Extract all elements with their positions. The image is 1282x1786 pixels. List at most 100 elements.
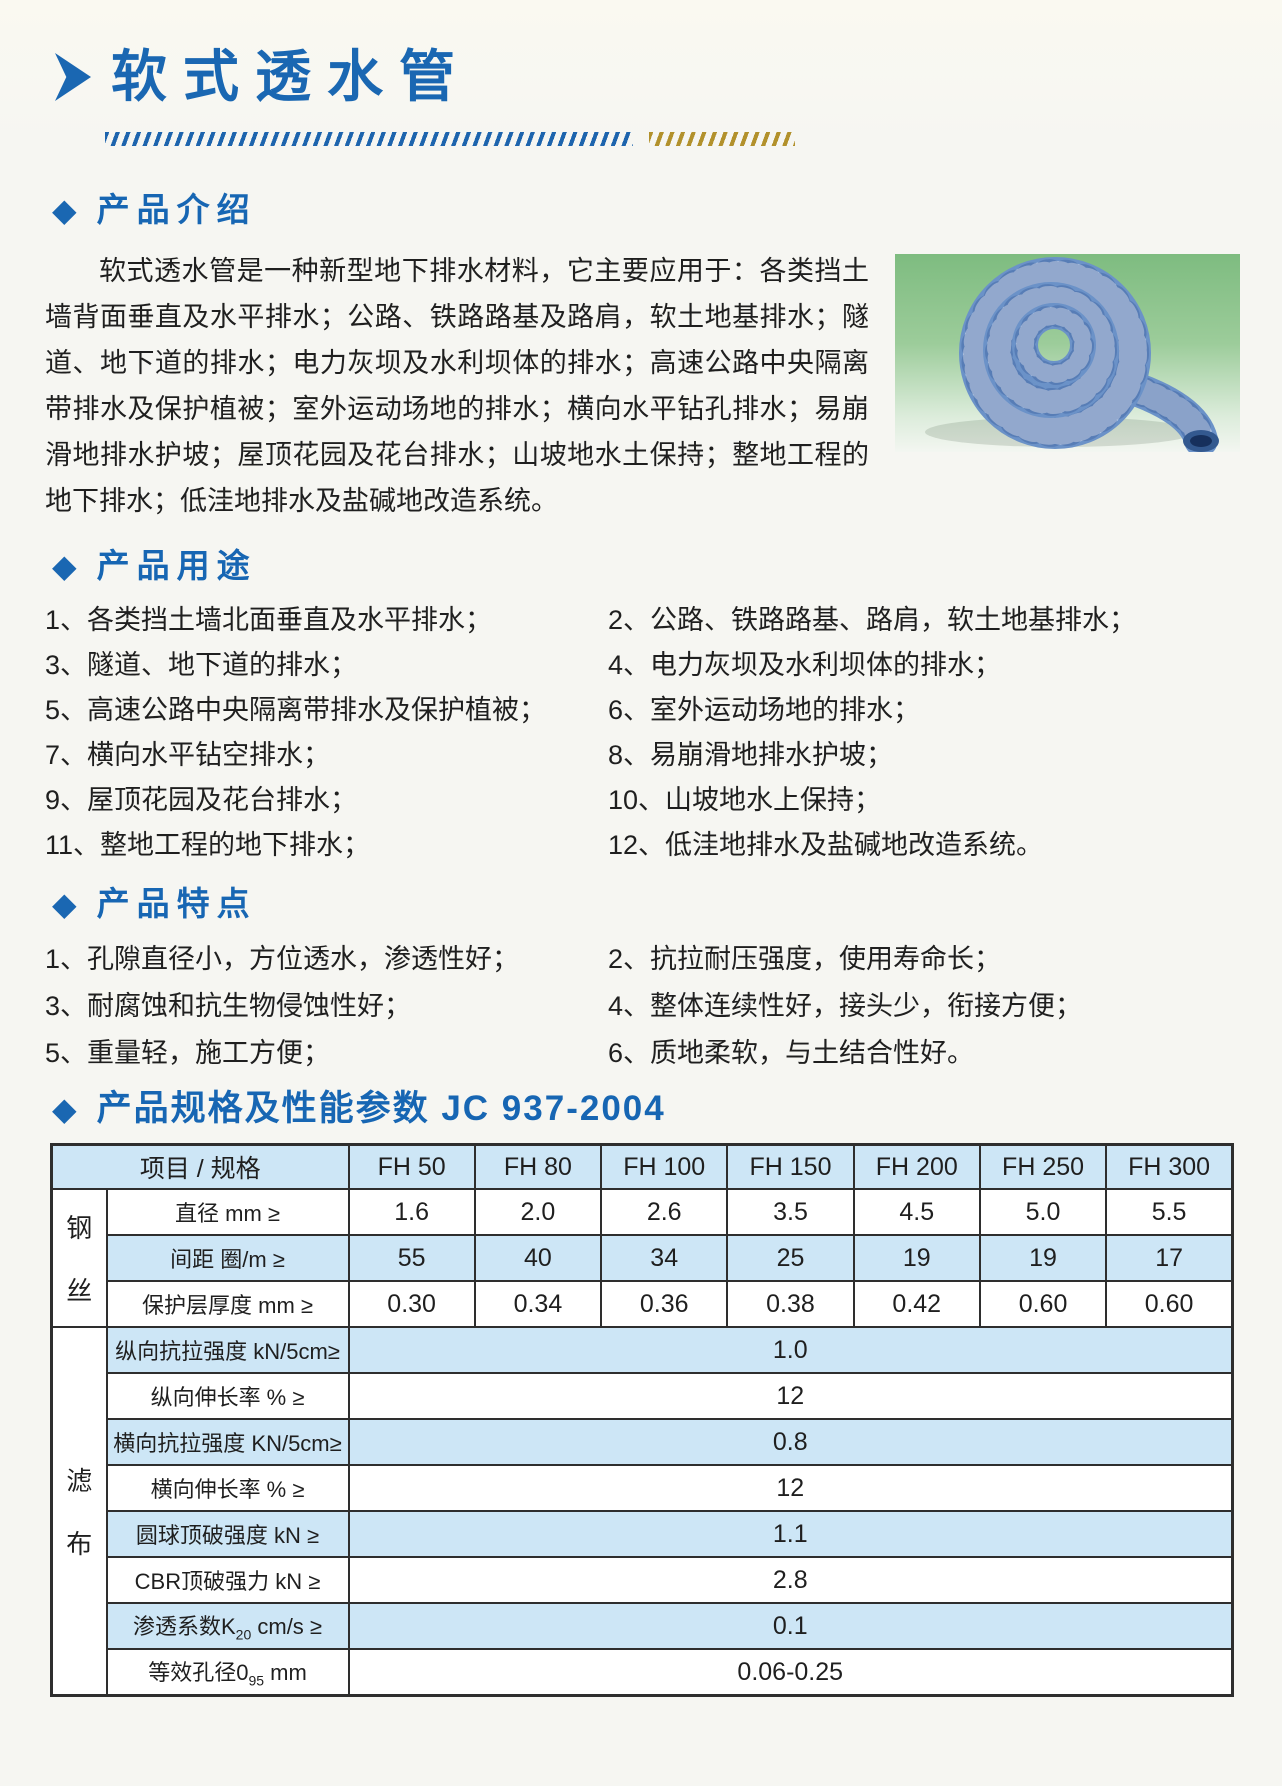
spec-col-header: FH 300 xyxy=(1105,1143,1234,1190)
divider-gold-hatch xyxy=(649,132,795,146)
specs-heading: 产品规格及性能参数 JC 937-2004 xyxy=(96,1089,666,1128)
use-item: 3、隧道、地下道的排水； xyxy=(45,650,358,680)
spec-value-cell: 0.38 xyxy=(726,1280,855,1328)
feature-item: 3、耐腐蚀和抗生物侵蚀性好； xyxy=(45,991,412,1021)
use-item: 4、电力灰坝及水利坝体的排水； xyxy=(608,650,1002,680)
page-header: 软式透水管 xyxy=(0,0,1282,108)
use-item: 12、低洼地排水及盐碱地改造系统。 xyxy=(608,830,1044,860)
spec-col-header: FH 200 xyxy=(852,1143,981,1190)
use-item: 8、易崩滑地排水护坡； xyxy=(608,740,894,770)
use-item: 2、公路、铁路路基、路肩，软土地基排水； xyxy=(608,605,1137,635)
spec-table: 项目 / 规格 FH 50 FH 80 FH 100 FH 150 FH 200 FH 25… xyxy=(50,1143,1234,1697)
spec-row: 横向伸长率 % ≥12 xyxy=(52,1464,1234,1512)
section-heading-intro: ◆ 产品介绍 xyxy=(52,190,1282,230)
spec-value-cell: 34 xyxy=(600,1234,729,1282)
spec-row: 纵向伸长率 % ≥12 xyxy=(52,1372,1234,1420)
spec-col-header: FH 150 xyxy=(726,1143,855,1190)
spec-value-cell: 55 xyxy=(347,1234,476,1282)
page-title: 软式透水管 xyxy=(111,45,471,108)
spec-span-value-cell: 1.1 xyxy=(347,1510,1234,1558)
uses-list: 1、各类挡土墙北面垂直及水平排水； 2、公路、铁路路基、路肩，软土地基排水； 3、隧… xyxy=(45,598,1282,868)
title-arrow-icon xyxy=(55,53,91,101)
spec-row-label: 等效孔径095 mm xyxy=(105,1648,350,1697)
spec-span-value-cell: 0.06-0.25 xyxy=(347,1648,1234,1697)
feature-item: 2、抗拉耐压强度，使用寿命长； xyxy=(608,944,1002,974)
feature-item: 4、整体连续性好，接头少，衔接方便； xyxy=(608,991,1083,1021)
intro-heading: 产品介绍 xyxy=(96,191,257,228)
spec-row-label: 横向伸长率 % ≥ xyxy=(105,1464,350,1512)
use-item: 5、高速公路中央隔离带排水及保护植被； xyxy=(45,695,547,725)
section-heading-specs: ◆ 产品规格及性能参数 JC 937-2004 xyxy=(52,1089,1282,1129)
spec-row-label: CBR顶破强力 kN ≥ xyxy=(105,1556,350,1604)
uses-heading: 产品用途 xyxy=(96,547,257,584)
spec-value-cell: 0.34 xyxy=(473,1280,603,1328)
spec-value-cell: 2.0 xyxy=(473,1188,603,1236)
spec-row: 钢丝直径 mm ≥1.6 2.0 2.6 3.5 4.5 5.0 5.5 xyxy=(50,1188,1234,1328)
spec-value-cell: 19 xyxy=(852,1234,981,1282)
spec-value-cell: 1.6 xyxy=(347,1188,476,1236)
spec-col-header: FH 250 xyxy=(978,1143,1108,1190)
spec-col-header: FH 50 xyxy=(347,1143,476,1190)
spec-value-cell: 0.36 xyxy=(600,1280,729,1328)
spec-col-header: FH 100 xyxy=(600,1143,729,1190)
spec-value-cell: 4.5 xyxy=(852,1188,981,1236)
diamond-icon: ◆ xyxy=(52,548,77,584)
coiled-pipe-illustration xyxy=(925,257,1219,452)
spec-value-cell: 19 xyxy=(978,1234,1108,1282)
spec-corner-header: 项目 / 规格 xyxy=(50,1143,350,1190)
spec-row-label: 渗透系数K20 cm/s ≥ xyxy=(105,1602,350,1650)
feature-item: 1、孔隙直径小，方位透水，渗透性好； xyxy=(45,944,520,974)
spec-span-value-cell: 0.1 xyxy=(347,1602,1234,1650)
use-item: 9、屋顶花园及花台排水； xyxy=(45,785,358,815)
spec-row-label: 直径 mm ≥ xyxy=(105,1188,350,1236)
use-item: 11、整地工程的地下排水； xyxy=(45,830,371,860)
intro-paragraph: 软式透水管是一种新型地下排水材料，它主要应用于：各类挡土墙背面垂直及水平排水；公… xyxy=(45,256,869,516)
feature-item: 6、质地柔软，与土结合性好。 xyxy=(608,1038,975,1068)
spec-row: 渗透系数K20 cm/s ≥0.1 xyxy=(52,1602,1234,1650)
use-item: 6、室外运动场地的排水； xyxy=(608,695,921,725)
spec-col-header: FH 80 xyxy=(473,1143,603,1190)
spec-value-cell: 5.0 xyxy=(978,1188,1108,1236)
features-heading: 产品特点 xyxy=(96,885,257,922)
spec-row: 间距 圈/m ≥55 40 34 25 19 19 17 xyxy=(52,1234,1234,1282)
spec-value-cell: 2.6 xyxy=(600,1188,729,1236)
spec-group-cell: 滤布 xyxy=(50,1326,108,1697)
spec-value-cell: 3.5 xyxy=(726,1188,855,1236)
spec-span-value-cell: 0.8 xyxy=(347,1418,1234,1466)
divider-blue-hatch xyxy=(105,132,633,146)
spec-span-value-cell: 12 xyxy=(347,1464,1234,1512)
spec-value-cell: 0.60 xyxy=(1105,1280,1234,1328)
features-list: 1、孔隙直径小，方位透水，渗透性好； 2、抗拉耐压强度，使用寿命长； 3、耐腐蚀和抗… xyxy=(45,936,1282,1077)
title-divider xyxy=(105,132,1282,146)
spec-value-cell: 5.5 xyxy=(1105,1188,1234,1236)
spec-span-value-cell: 2.8 xyxy=(347,1556,1234,1604)
spec-row: 横向抗拉强度 KN/5cm≥ 0.8 xyxy=(52,1418,1234,1466)
spec-row-label: 圆球顶破强度 kN ≥ xyxy=(105,1510,350,1558)
spec-row-label: 保护层厚度 mm ≥ xyxy=(105,1280,350,1328)
spec-row: 等效孔径095 mm 0.06-0.25 xyxy=(52,1648,1234,1697)
spec-row: 保护层厚度 mm ≥0.30 0.34 0.36 0.38 0.42 0.60 0.60 xyxy=(52,1280,1234,1328)
spec-value-cell: 25 xyxy=(726,1234,855,1282)
spec-value-cell: 0.60 xyxy=(978,1280,1108,1328)
spec-group-cell: 钢丝 xyxy=(50,1188,108,1328)
spec-value-cell: 40 xyxy=(473,1234,603,1282)
spec-row-label: 间距 圈/m ≥ xyxy=(105,1234,350,1282)
diamond-icon: ◆ xyxy=(52,886,77,922)
section-heading-uses: ◆ 产品用途 xyxy=(52,546,1282,586)
diamond-icon: ◆ xyxy=(52,192,77,228)
spec-row-label: 横向抗拉强度 KN/5cm≥ xyxy=(105,1418,350,1466)
section-heading-features: ◆ 产品特点 xyxy=(52,884,1282,924)
spec-value-cell: 17 xyxy=(1105,1234,1234,1282)
spec-span-value-cell: 1.0 xyxy=(347,1326,1234,1374)
spec-row-label: 纵向抗拉强度 kN/5cm≥ xyxy=(105,1326,350,1374)
intro-body: 软式透水管是一种新型地下排水材料，它主要应用于：各类挡土墙背面垂直及水平排水；公… xyxy=(45,248,1240,524)
spec-row: 滤布纵向抗拉强度 kN/5cm≥ 1.0 xyxy=(50,1326,1234,1697)
spec-value-cell: 0.42 xyxy=(852,1280,981,1328)
use-item: 7、横向水平钻空排水； xyxy=(45,740,331,770)
spec-row: 圆球顶破强度 kN ≥1.1 xyxy=(52,1510,1234,1558)
feature-item: 5、重量轻，施工方便； xyxy=(45,1038,331,1068)
product-photo xyxy=(895,254,1240,452)
use-item: 10、山坡地水上保持； xyxy=(608,785,882,815)
spec-row-label: 纵向伸长率 % ≥ xyxy=(105,1372,350,1420)
